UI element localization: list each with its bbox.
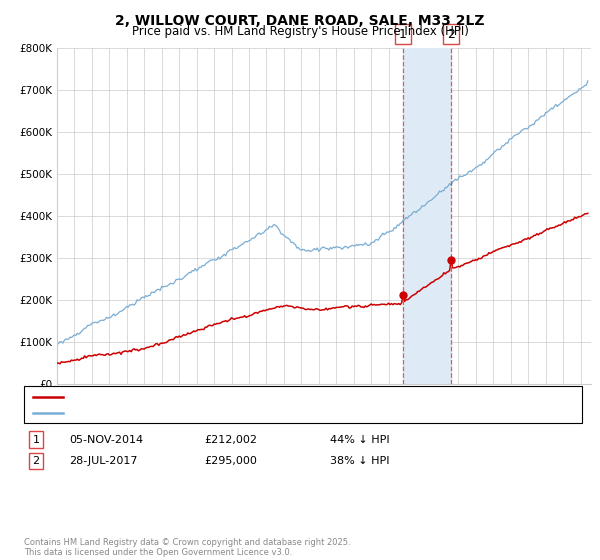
Text: 2, WILLOW COURT, DANE ROAD, SALE, M33 2LZ (detached house): 2, WILLOW COURT, DANE ROAD, SALE, M33 2L… — [69, 391, 398, 402]
Text: 2, WILLOW COURT, DANE ROAD, SALE, M33 2LZ: 2, WILLOW COURT, DANE ROAD, SALE, M33 2L… — [115, 14, 485, 28]
Text: 44% ↓ HPI: 44% ↓ HPI — [330, 435, 389, 445]
Text: £295,000: £295,000 — [204, 456, 257, 466]
Text: Price paid vs. HM Land Registry's House Price Index (HPI): Price paid vs. HM Land Registry's House … — [131, 25, 469, 38]
Text: £212,002: £212,002 — [204, 435, 257, 445]
Text: 38% ↓ HPI: 38% ↓ HPI — [330, 456, 389, 466]
Text: 1: 1 — [32, 435, 40, 445]
Text: HPI: Average price, detached house, Trafford: HPI: Average price, detached house, Traf… — [69, 408, 292, 418]
Text: 2: 2 — [32, 456, 40, 466]
Bar — [403, 48, 451, 384]
Text: 2: 2 — [447, 27, 455, 41]
Text: 28-JUL-2017: 28-JUL-2017 — [69, 456, 137, 466]
Text: Contains HM Land Registry data © Crown copyright and database right 2025.
This d: Contains HM Land Registry data © Crown c… — [24, 538, 350, 557]
Text: 1: 1 — [399, 27, 407, 41]
Text: 05-NOV-2014: 05-NOV-2014 — [69, 435, 143, 445]
